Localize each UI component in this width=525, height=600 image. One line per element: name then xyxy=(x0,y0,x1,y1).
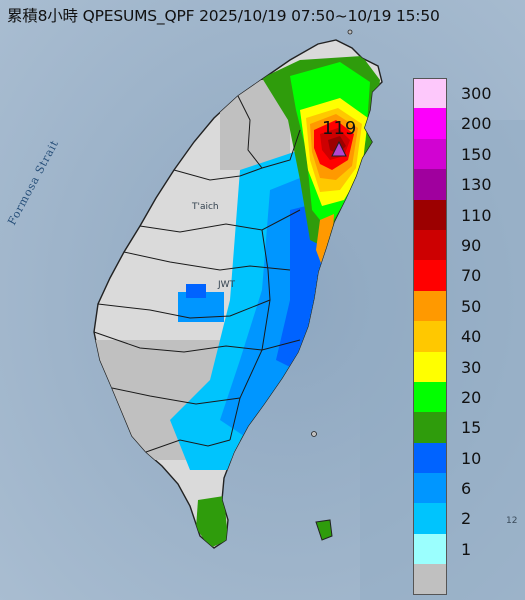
legend-swatch xyxy=(413,533,447,565)
legend-item: 10 xyxy=(413,442,521,474)
legend-item: 15 xyxy=(413,412,521,443)
legend-item: 30 xyxy=(413,351,521,382)
city-label: JWT xyxy=(218,280,236,290)
legend-item: 20 xyxy=(413,381,521,413)
legend-label: 10 xyxy=(461,448,482,468)
legend-label: 1 xyxy=(461,539,472,559)
coordinate-mark: 12 xyxy=(506,516,518,526)
legend-swatch xyxy=(413,412,447,443)
legend-label: 150 xyxy=(461,144,492,164)
legend-label: 200 xyxy=(461,114,492,134)
legend-swatch xyxy=(413,321,447,352)
legend-item: 130 xyxy=(413,169,521,200)
legend-swatch xyxy=(413,138,447,170)
legend-swatch xyxy=(413,260,447,291)
rainfall-legend: 300 200 150 130 110 90 70 50 40 30 20 15 10 6 2 1 xyxy=(413,78,521,595)
legend-label: 130 xyxy=(461,175,492,195)
legend-item: 1 xyxy=(413,533,521,565)
legend-item: 6 xyxy=(413,473,521,504)
rain-area-10mm-central xyxy=(186,284,206,298)
legend-item: 70 xyxy=(413,260,521,291)
legend-label: 30 xyxy=(461,357,482,377)
rain-area-15mm-south xyxy=(196,496,228,548)
legend-item: 110 xyxy=(413,199,521,230)
legend-swatch xyxy=(413,108,447,139)
map-title: 累積8小時 QPESUMS_QPF 2025/10/19 07:50~10/19… xyxy=(7,7,440,25)
legend-swatch xyxy=(413,199,447,230)
legend-label: 90 xyxy=(461,235,482,255)
city-label: T'aich xyxy=(192,202,219,212)
legend-item: 200 xyxy=(413,108,521,139)
legend-swatch xyxy=(413,351,447,382)
legend-swatch xyxy=(413,78,447,109)
legend-item: 300 xyxy=(413,78,521,109)
green-island xyxy=(311,431,317,437)
legend-label: 15 xyxy=(461,418,482,438)
keelung-islet xyxy=(347,29,353,35)
legend-item: 90 xyxy=(413,229,521,261)
legend-label: 300 xyxy=(461,84,492,103)
legend-swatch xyxy=(413,473,447,504)
legend-swatch xyxy=(413,229,447,261)
county-borders xyxy=(93,95,301,453)
peak-value-label: 119 xyxy=(322,118,357,139)
legend-label: 2 xyxy=(461,509,472,529)
legend-swatch xyxy=(413,169,447,200)
legend-item xyxy=(413,564,521,595)
legend-label: 50 xyxy=(461,296,482,316)
legend-item: 40 xyxy=(413,321,521,352)
legend-item: 2 xyxy=(413,503,521,534)
orchid-island xyxy=(315,519,333,541)
legend-label: 110 xyxy=(461,205,492,225)
legend-item: 150 xyxy=(413,138,521,170)
legend-swatch xyxy=(413,442,447,474)
legend-swatch xyxy=(413,381,447,413)
peak-marker-icon[interactable] xyxy=(331,140,347,157)
legend-swatch xyxy=(413,564,447,595)
legend-label: 6 xyxy=(461,479,472,499)
legend-label: 40 xyxy=(461,327,482,347)
legend-swatch xyxy=(413,290,447,322)
legend-swatch xyxy=(413,503,447,534)
legend-label: 20 xyxy=(461,387,482,407)
legend-label: 70 xyxy=(461,266,482,286)
legend-item: 50 xyxy=(413,290,521,322)
